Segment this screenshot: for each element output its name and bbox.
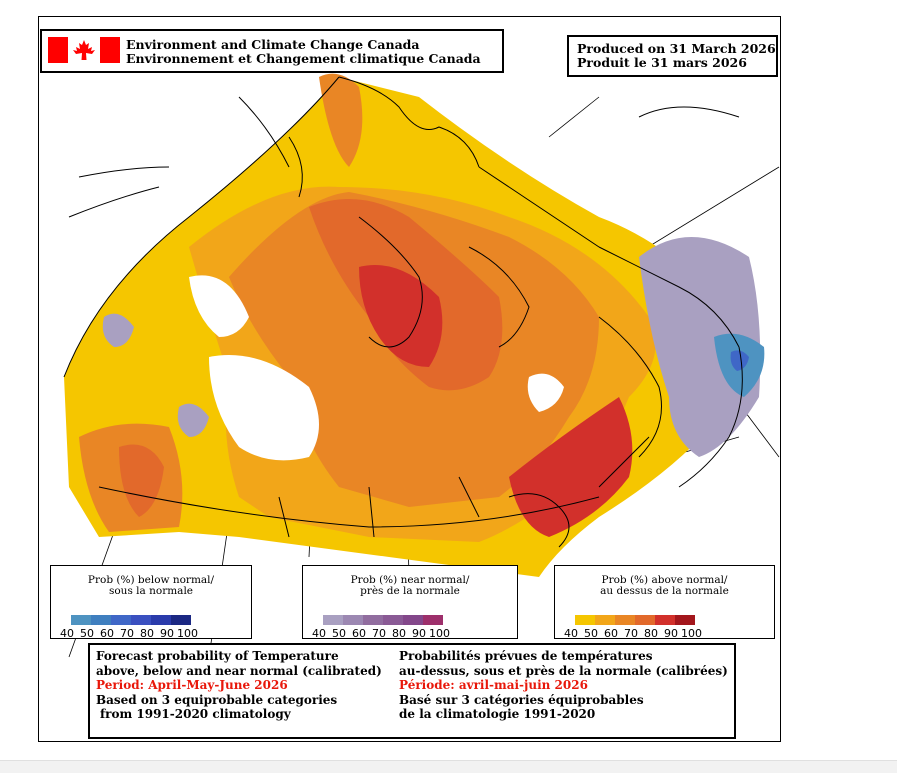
legend-tick: 50 <box>332 627 346 640</box>
legend-below-normal: Prob (%) below normal/ sous la normale 4… <box>50 565 252 640</box>
coastlines <box>63 76 743 548</box>
legend-below-title: Prob (%) below normal/ <box>87 574 215 586</box>
legend-tick: 40 <box>312 627 326 640</box>
legend-near-swatch <box>323 615 343 625</box>
legend-above-colorbar <box>575 615 695 625</box>
legend-above-swatch <box>575 615 595 625</box>
legend-tick: 40 <box>564 627 578 640</box>
legend-below-swatch <box>171 615 191 625</box>
horizontal-scrollbar[interactable] <box>0 760 897 773</box>
legend-tick: 90 <box>160 627 174 640</box>
legend-above-normal: Prob (%) above normal/ au dessus de la n… <box>554 565 775 640</box>
legend-near-subtitle: près de la normale <box>360 585 460 597</box>
forecast-info-box: Forecast probability of Temperature abov… <box>88 643 736 739</box>
legend-above-subtitle: au dessus de la normale <box>600 585 729 597</box>
legend-near-swatch <box>403 615 423 625</box>
legend-tick: 60 <box>352 627 366 640</box>
agency-name-fr: Environnement et Changement climatique C… <box>126 51 481 66</box>
legend-above-swatch <box>635 615 655 625</box>
legend-tick: 60 <box>604 627 618 640</box>
legend-below-ticks: 40 50 60 70 80 90 100 <box>57 627 198 640</box>
info-fr-subtitle: au-dessus, sous et près de la normale (c… <box>399 663 728 678</box>
legend-above-swatch <box>595 615 615 625</box>
legend-tick: 90 <box>664 627 678 640</box>
info-english: Forecast probability of Temperature abov… <box>96 649 382 722</box>
legend-near-normal: Prob (%) near normal/ près de la normale… <box>302 565 518 640</box>
legend-tick: 80 <box>392 627 406 640</box>
info-en-subtitle: above, below and near normal (calibrated… <box>96 663 382 678</box>
info-en-basis: Based on 3 equiprobable categories <box>96 692 338 707</box>
legend-tick: 100 <box>681 627 702 640</box>
legend-tick: 60 <box>100 627 114 640</box>
legend-above-title: Prob (%) above normal/ <box>601 574 728 586</box>
temperature-map-graphic <box>63 73 780 658</box>
agency-name-en: Environment and Climate Change Canada <box>126 37 420 52</box>
legend-tick: 80 <box>140 627 154 640</box>
legend-tick: 70 <box>624 627 638 640</box>
legend-near-swatch <box>363 615 383 625</box>
info-en-climatology: from 1991-2020 climatology <box>100 707 291 721</box>
legend-below-colorbar <box>71 615 191 625</box>
legend-near-colorbar <box>323 615 443 625</box>
legend-above-swatch <box>615 615 635 625</box>
agency-header: Environment and Climate Change Canada En… <box>40 29 504 73</box>
legend-above-ticks: 40 50 60 70 80 90 100 <box>561 627 702 640</box>
info-fr-climatology: de la climatologie 1991-2020 <box>399 707 596 721</box>
info-fr-basis: Basé sur 3 catégories équiprobables <box>399 692 644 707</box>
legend-tick: 50 <box>584 627 598 640</box>
legend-below-swatch <box>111 615 131 625</box>
legend-tick: 50 <box>80 627 94 640</box>
legend-tick: 40 <box>60 627 74 640</box>
legend-below-swatch <box>131 615 151 625</box>
legend-tick: 100 <box>429 627 450 640</box>
produced-date-en: Produced on 31 March 2026 <box>577 41 776 56</box>
legend-tick: 70 <box>372 627 386 640</box>
forecast-shading <box>64 73 765 577</box>
legend-near-ticks: 40 50 60 70 80 90 100 <box>309 627 450 640</box>
legend-above-swatch <box>655 615 675 625</box>
info-fr-period: Période: avril-mai-juin 2026 <box>399 678 588 692</box>
legend-tick: 80 <box>644 627 658 640</box>
legend-near-title: Prob (%) near normal/ <box>350 574 470 586</box>
legend-above-swatch <box>675 615 695 625</box>
legend-near-swatch <box>343 615 363 625</box>
canada-flag-icon <box>48 37 120 63</box>
info-en-period: Period: April-May-June 2026 <box>96 678 288 692</box>
legend-tick: 70 <box>120 627 134 640</box>
forecast-map: Environment and Climate Change Canada En… <box>38 16 781 742</box>
info-fr-title: Probabilités prévues de températures <box>399 649 653 663</box>
legend-near-swatch <box>423 615 443 625</box>
legend-tick: 100 <box>177 627 198 640</box>
legend-tick: 90 <box>412 627 426 640</box>
produced-date-box: Produced on 31 March 2026 Produit le 31 … <box>567 35 778 77</box>
legend-below-swatch <box>151 615 171 625</box>
legend-below-swatch <box>91 615 111 625</box>
produced-date-fr: Produit le 31 mars 2026 <box>577 55 747 70</box>
info-en-title: Forecast probability of Temperature <box>96 649 339 663</box>
info-french: Probabilités prévues de températures au-… <box>399 649 728 722</box>
legend-below-swatch <box>71 615 91 625</box>
legend-below-subtitle: sous la normale <box>108 585 194 597</box>
legend-near-swatch <box>383 615 403 625</box>
